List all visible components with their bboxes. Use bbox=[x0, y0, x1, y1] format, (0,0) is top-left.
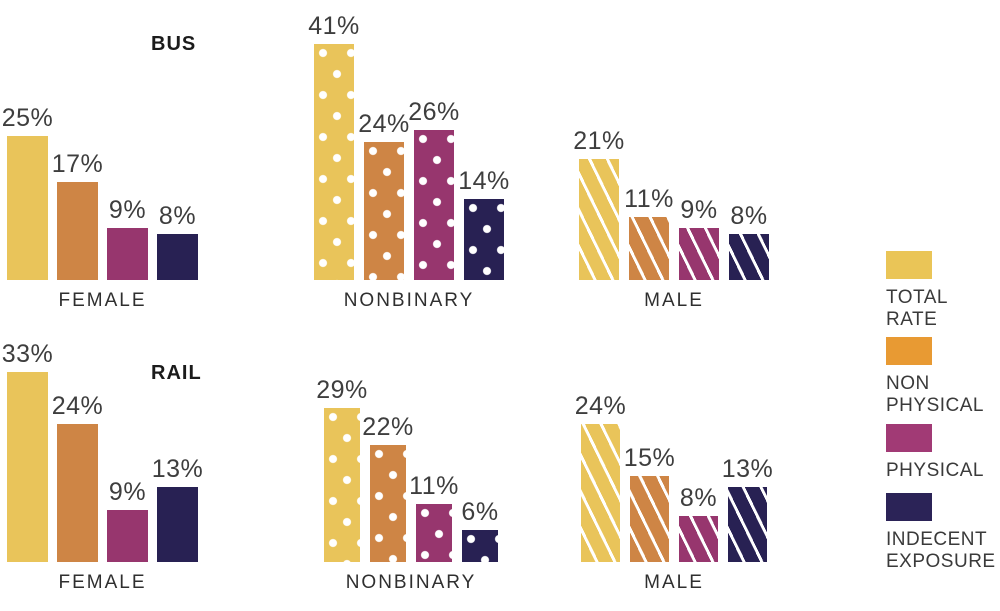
bar-bus-female-total-rate bbox=[7, 136, 48, 280]
value-label: 13% bbox=[721, 455, 774, 483]
bar-rail-nonbinary-physical bbox=[416, 504, 452, 562]
legend-swatch-indecent-exposure bbox=[886, 493, 932, 521]
legend-item-non-physical: NON PHYSICAL bbox=[886, 337, 996, 418]
bar-bus-female-indecent-exposure bbox=[157, 234, 198, 280]
chart-row-header-rail: RAIL bbox=[151, 362, 202, 384]
value-label: 22% bbox=[362, 413, 414, 441]
bar-bus-male-physical bbox=[679, 228, 719, 280]
chart-row-header-bus: BUS bbox=[151, 33, 197, 55]
legend-item-total-rate: TOTAL RATE bbox=[886, 251, 996, 332]
value-label: 6% bbox=[461, 498, 499, 526]
bar-bus-male-non-physical bbox=[629, 217, 669, 280]
bar-rail-female-physical bbox=[107, 510, 148, 562]
value-label: 14% bbox=[458, 167, 510, 195]
category-label: MALE bbox=[644, 572, 704, 593]
bar-rail-female-non-physical bbox=[57, 424, 98, 562]
category-label: NONBINARY bbox=[343, 290, 475, 311]
value-label: 26% bbox=[408, 98, 460, 126]
value-label: 29% bbox=[316, 376, 368, 404]
value-label: 13% bbox=[151, 455, 204, 483]
bar-bus-male-total-rate bbox=[579, 159, 619, 280]
bar-rail-nonbinary-non-physical bbox=[370, 445, 406, 562]
category-label: FEMALE bbox=[58, 572, 147, 593]
value-label: 8% bbox=[730, 202, 768, 230]
category-label: NONBINARY bbox=[345, 572, 477, 593]
legend-swatch-total-rate bbox=[886, 251, 932, 279]
value-label: 8% bbox=[679, 484, 718, 512]
bar-rail-male-indecent-exposure bbox=[728, 487, 767, 562]
legend-item-physical: PHYSICAL bbox=[886, 424, 996, 482]
legend-label-total-rate: TOTAL RATE bbox=[886, 287, 948, 331]
bar-bus-nonbinary-non-physical bbox=[364, 142, 404, 280]
value-label: 24% bbox=[358, 110, 410, 138]
value-label: 9% bbox=[108, 478, 147, 506]
value-label: 25% bbox=[1, 104, 54, 132]
legend: TOTAL RATE NON PHYSICAL PHYSICAL INDECEN… bbox=[886, 0, 1000, 611]
value-label: 15% bbox=[623, 444, 676, 472]
value-label: 24% bbox=[51, 392, 104, 420]
bar-rail-female-indecent-exposure bbox=[157, 487, 198, 562]
category-label: FEMALE bbox=[58, 290, 147, 311]
bar-rail-male-total-rate bbox=[581, 424, 620, 562]
value-label: 11% bbox=[409, 472, 459, 500]
value-label: 8% bbox=[158, 202, 197, 230]
value-label: 17% bbox=[51, 150, 104, 178]
value-label: 21% bbox=[573, 127, 625, 155]
value-label: 11% bbox=[624, 185, 674, 213]
bar-bus-nonbinary-physical bbox=[414, 130, 454, 280]
bar-bus-female-physical bbox=[107, 228, 148, 280]
value-label: 24% bbox=[574, 392, 627, 420]
legend-label-physical: PHYSICAL bbox=[886, 460, 984, 481]
bar-rail-nonbinary-total-rate bbox=[324, 408, 360, 562]
legend-swatch-physical bbox=[886, 424, 932, 452]
value-label: 9% bbox=[108, 196, 147, 224]
bar-rail-nonbinary-indecent-exposure bbox=[462, 530, 498, 562]
value-label: 33% bbox=[1, 340, 54, 368]
category-label: MALE bbox=[644, 290, 704, 311]
bar-rail-male-non-physical bbox=[630, 476, 669, 562]
value-label: 9% bbox=[680, 196, 718, 224]
bar-bus-nonbinary-total-rate bbox=[314, 44, 354, 280]
legend-label-indecent-exposure: INDECENT EXPOSURE bbox=[886, 529, 996, 573]
legend-label-non-physical: NON PHYSICAL bbox=[886, 373, 984, 417]
legend-swatch-non-physical bbox=[886, 337, 932, 365]
legend-item-indecent-exposure: INDECENT EXPOSURE bbox=[886, 493, 996, 574]
bar-bus-nonbinary-indecent-exposure bbox=[464, 199, 504, 280]
bar-bus-female-non-physical bbox=[57, 182, 98, 280]
value-label: 41% bbox=[308, 12, 360, 40]
bar-rail-female-total-rate bbox=[7, 372, 48, 562]
bar-rail-male-physical bbox=[679, 516, 718, 562]
bar-bus-male-indecent-exposure bbox=[729, 234, 769, 280]
